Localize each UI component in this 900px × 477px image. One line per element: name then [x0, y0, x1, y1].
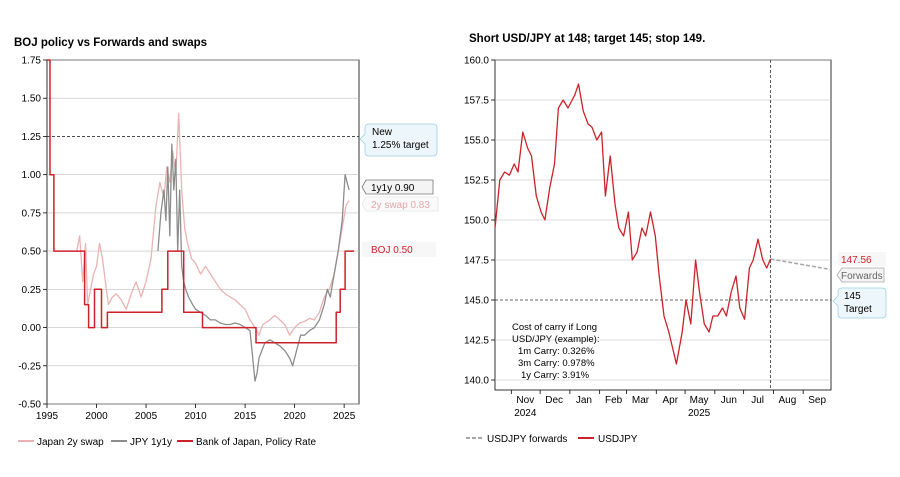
target-label-line2: Target: [844, 304, 872, 315]
right-x-tick-label: Apr: [662, 395, 678, 406]
legend-label-forwards: USDJPY forwards: [487, 434, 567, 445]
right-x-tick-label: Dec: [545, 395, 563, 406]
series-line-usdjpy-forwards: [770, 258, 832, 271]
right-y-tick-label: 147.5: [464, 256, 489, 267]
left-x-tick-label: 2005: [135, 411, 158, 422]
left-y-tick-label: 1.75: [22, 56, 42, 67]
right-chart-title: Short USD/JPY at 148; target 145; stop 1…: [469, 33, 705, 45]
annotation-forwards: Forwards: [836, 267, 885, 283]
right-x-tick-label: Jun: [721, 395, 737, 406]
right-chart: Short USD/JPY at 148; target 145; stop 1…: [464, 33, 887, 445]
left-y-tick-label: -0.25: [18, 361, 41, 372]
right-x-tick-label: May: [690, 395, 709, 406]
right-x-tick-label: Feb: [605, 395, 623, 406]
series-line-usdjpy: [494, 83, 772, 365]
right-x-tick-label: Aug: [779, 395, 797, 406]
right-y-tick-label: 145.0: [464, 296, 489, 307]
new-target-label-line1: New: [372, 127, 393, 138]
legend-label-1y1y: JPY 1y1y: [130, 437, 172, 448]
annotation-2y-swap: 2y swap 0.83: [361, 196, 439, 212]
left-y-tick-label: 1.50: [22, 94, 42, 105]
annotation-new-target: New 1.25% target: [359, 123, 438, 157]
left-x-tick-label: 2000: [85, 411, 108, 422]
annotation-1y1y: 1y1y 0.90: [361, 179, 434, 195]
series-line-2y-swap: [76, 112, 350, 336]
target-label-line1: 145: [844, 291, 861, 302]
carry-line-4: 1y Carry: 3.91%: [521, 370, 590, 381]
right-x-tick-label: Jul: [751, 395, 764, 406]
right-y-tick-label: 142.5: [464, 336, 489, 347]
left-y-tick-label: -0.50: [18, 400, 41, 411]
label-2y-swap: 2y swap 0.83: [371, 200, 430, 211]
right-legend: USDJPY forwards USDJPY: [466, 434, 638, 445]
right-x-tick-label: Mar: [632, 395, 650, 406]
right-y-tick-label: 140.0: [464, 376, 489, 387]
right-y-tick-label: 157.5: [464, 96, 489, 107]
left-y-tick-label: 0.25: [22, 285, 42, 296]
right-y-tick-label: 152.5: [464, 176, 489, 187]
left-x-tick-label: 1995: [36, 411, 59, 422]
carry-title: Cost of carry if Long: [512, 322, 597, 333]
right-gridlines: [495, 59, 831, 381]
left-chart-title: BOJ policy vs Forwards and swaps: [14, 37, 207, 49]
series-line-1y1y: [157, 143, 350, 382]
carry-line-1: USD/JPY (example):: [512, 334, 599, 345]
new-target-label-line2: 1.25% target: [372, 140, 429, 151]
annotation-boj: BOJ 0.50: [362, 242, 436, 257]
left-x-tick-label: 2025: [333, 411, 356, 422]
left-gridlines: [47, 59, 359, 405]
right-x-tick-label: Jan: [576, 395, 592, 406]
right-y-tick-label: 160.0: [464, 56, 489, 67]
left-chart: BOJ policy vs Forwards and swaps 1.75 1.5…: [14, 37, 439, 448]
left-legend: Japan 2y swap JPY 1y1y Bank of Japan, Po…: [18, 437, 317, 448]
carry-line-2: 1m Carry: 0.326%: [518, 346, 595, 357]
left-plot-frame: [46, 59, 360, 405]
label-spot-value: 147.56: [841, 255, 872, 266]
left-x-tick-label: 2020: [283, 411, 306, 422]
left-x-axis: 1995 2000 2005 2010 2015 2020 2025: [36, 404, 356, 422]
annotation-spot-value: 147.56: [838, 252, 886, 266]
left-y-tick-label: 0.00: [22, 323, 42, 334]
left-y-tick-label: 1.25: [22, 132, 42, 143]
right-x-year-label: 2025: [688, 408, 711, 419]
left-y-tick-label: 1.00: [22, 170, 42, 181]
annotation-target: 145 Target: [832, 287, 887, 319]
carry-line-3: 3m Carry: 0.978%: [518, 358, 595, 369]
left-x-tick-label: 2010: [184, 411, 207, 422]
right-series-lines: [494, 83, 832, 365]
right-y-axis: 160.0 157.5 155.0 152.5 150.0 147.5 145.0 142.5…: [464, 56, 495, 387]
left-y-tick-label: 0.50: [22, 247, 42, 258]
label-forwards: Forwards: [841, 271, 883, 282]
right-x-tick-label: Nov: [516, 395, 534, 406]
legend-label-usdjpy: USDJPY: [598, 434, 638, 445]
carry-annotation: Cost of carry if Long USD/JPY (example):…: [512, 322, 599, 381]
right-y-tick-label: 150.0: [464, 216, 489, 227]
series-line-boj-policy-rate: [47, 59, 354, 344]
label-1y1y: 1y1y 0.90: [371, 183, 415, 194]
left-series-lines: [47, 59, 354, 382]
legend-label-boj: Bank of Japan, Policy Rate: [196, 437, 317, 448]
right-x-year-label: 2024: [514, 408, 537, 419]
left-y-tick-label: 0.75: [22, 208, 42, 219]
right-x-tick-label: Sep: [808, 395, 826, 406]
right-y-tick-label: 155.0: [464, 136, 489, 147]
right-x-axis: Nov Dec Jan Feb Mar Apr May Jun Jul Aug Sep 2024 202…: [510, 390, 826, 419]
left-y-axis: 1.75 1.50 1.25 1.00 0.75 0.50 0.25 0.00 -0.25 -0.…: [18, 56, 47, 411]
legend-label-2y-swap: Japan 2y swap: [37, 437, 104, 448]
left-x-tick-label: 2015: [234, 411, 257, 422]
label-boj: BOJ 0.50: [371, 245, 413, 256]
